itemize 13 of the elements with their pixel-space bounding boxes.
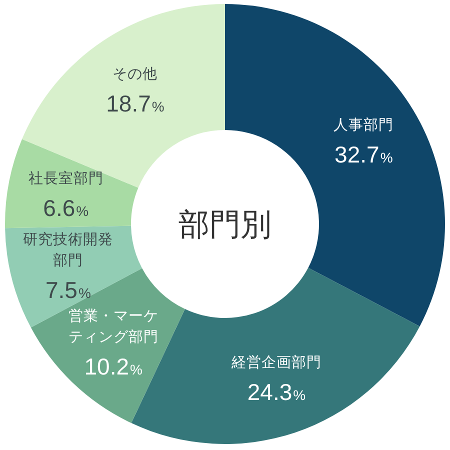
slice-label: 経営企画部門 [230,354,322,372]
slice-label: 人事部門 [334,116,394,134]
data-label: 6.6% [43,195,89,222]
data-label: 7.5% [46,276,91,303]
slice-label: 営業・マーケティング部門 [68,307,158,346]
data-label: 24.3% [247,379,306,406]
data-label: 10.2% [84,353,142,380]
slice-label: その他 [112,66,158,83]
text: 部門別 [178,207,272,243]
data-label: 18.7% [106,90,164,117]
data-label: 32.7% [334,142,393,168]
slice-label: 社長室部門 [28,170,104,188]
slice-label: 研究技術開発部門 [23,230,114,269]
